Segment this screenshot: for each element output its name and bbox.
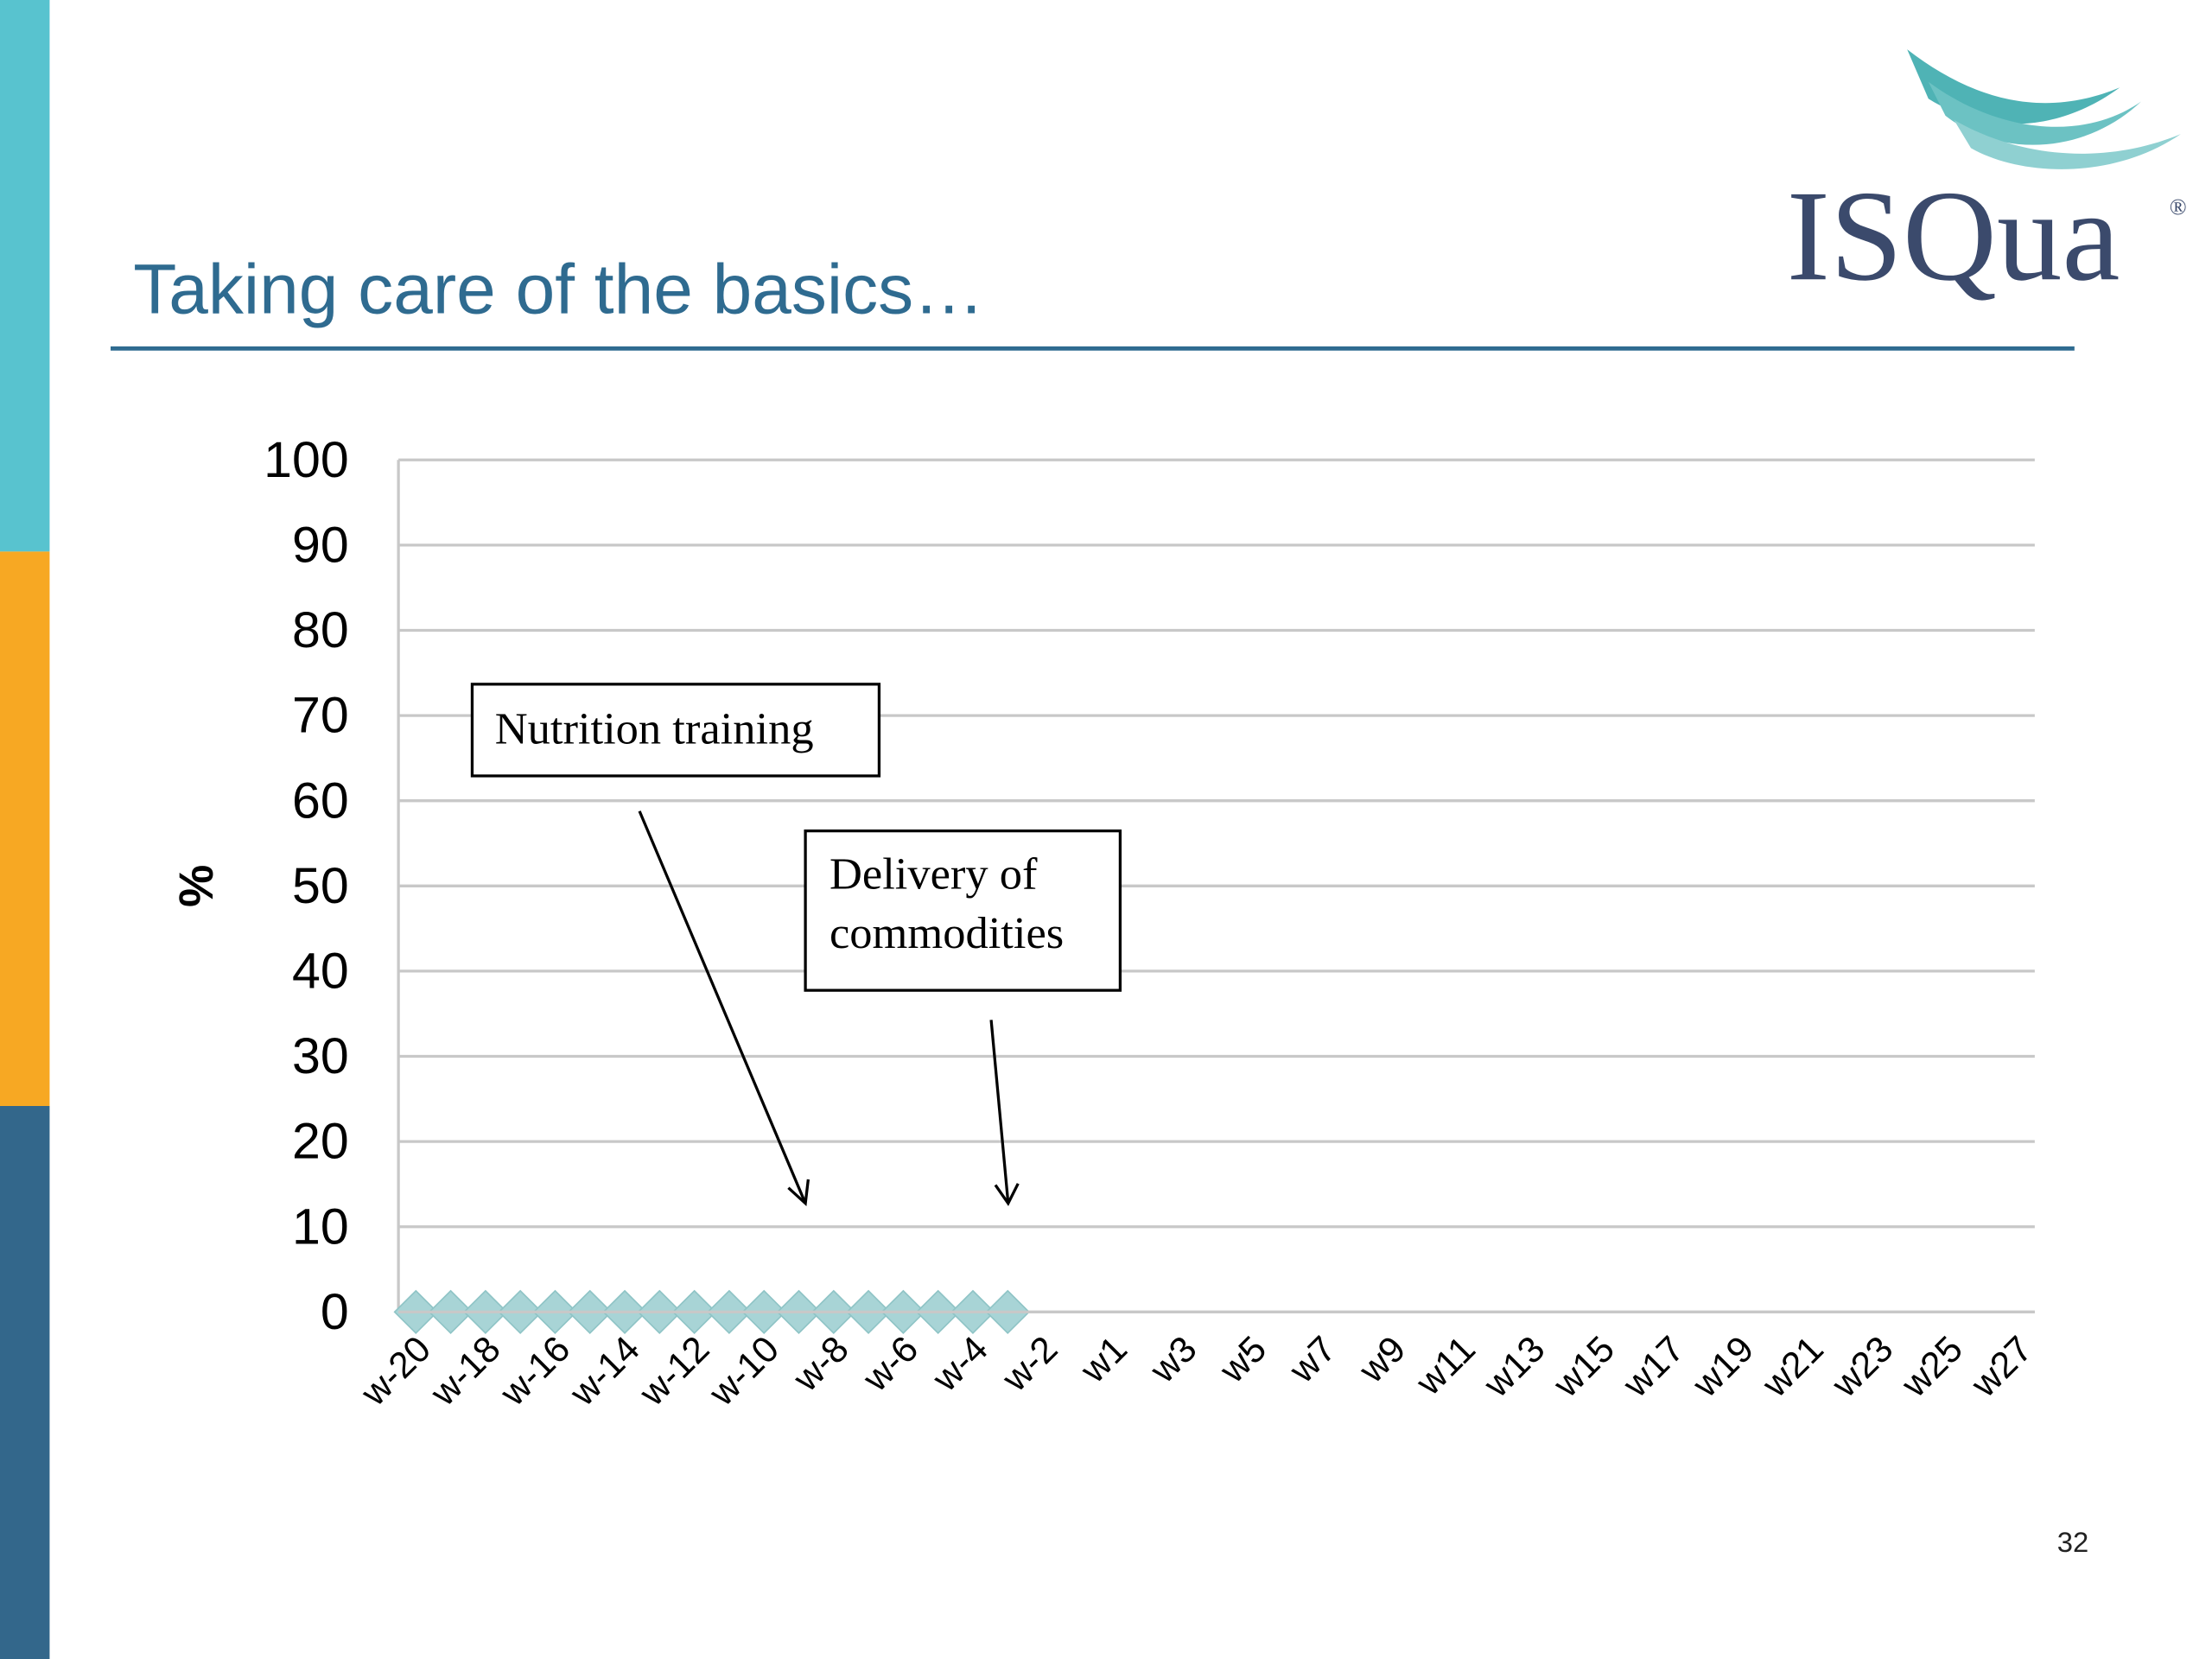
annotation-box	[470, 683, 881, 778]
logo-mark: ®	[2170, 194, 2187, 219]
x-tick-label: w17	[1615, 1328, 1693, 1406]
annotation-text: Delivery of	[830, 849, 1038, 899]
logo-swoosh	[1954, 119, 2181, 169]
y-tick-label: 100	[264, 432, 349, 488]
page-number: 32	[2057, 1526, 2088, 1558]
x-tick-label: w25	[1893, 1328, 1971, 1406]
x-tick-label: w21	[1754, 1328, 1832, 1406]
logo: ISQua ®	[1787, 49, 2187, 308]
logo-text: ISQua	[1787, 164, 2120, 308]
annotations: Nutrition training Delivery of commodities	[470, 683, 1122, 1207]
x-tick-label: w7	[1281, 1328, 1344, 1391]
y-tick-label: 10	[292, 1198, 349, 1255]
x-tick-label: w-16	[492, 1328, 578, 1414]
x-tick-label: w19	[1684, 1328, 1762, 1406]
arrow	[638, 810, 807, 1205]
x-tick-label: w-20	[353, 1328, 439, 1414]
y-tick-label: 30	[292, 1028, 349, 1084]
arrow	[989, 1020, 1010, 1204]
y-tick-label: 70	[292, 688, 349, 744]
y-axis-label: %	[169, 865, 223, 907]
x-tick-label: w1	[1072, 1328, 1135, 1391]
x-tick-label: w-12	[631, 1328, 717, 1414]
x-tick-label: w-10	[701, 1328, 787, 1414]
x-tick-label: w-14	[562, 1328, 648, 1414]
y-tick-label: 80	[292, 602, 349, 658]
arrow-head	[787, 1179, 810, 1207]
x-tick-label: w15	[1545, 1328, 1623, 1406]
y-tick-label: 40	[292, 944, 349, 1000]
y-tick-label: 0	[321, 1284, 349, 1340]
y-tick-label: 50	[292, 858, 349, 914]
logo-swoosh	[1907, 49, 2120, 124]
x-tick-label: w9	[1351, 1328, 1414, 1391]
x-tick-label: w-18	[423, 1328, 509, 1414]
y-tick-label: 90	[292, 518, 349, 574]
y-tick-label: 60	[292, 772, 349, 829]
arrow-head	[994, 1183, 1020, 1206]
x-tick-label: w-4	[924, 1328, 995, 1400]
x-tick-label: w3	[1141, 1328, 1205, 1391]
side-bar-teal	[0, 0, 50, 552]
x-tick-label: w-6	[855, 1328, 926, 1400]
slide-title: Taking care of the basics…	[133, 251, 984, 329]
annotation-text: Nutrition training	[495, 704, 814, 754]
side-bar-orange	[0, 551, 50, 1106]
x-tick-label: w23	[1823, 1328, 1901, 1406]
x-tick-label: w-8	[785, 1328, 856, 1400]
x-tick-label: w27	[1962, 1328, 2040, 1406]
y-tick-label: 20	[292, 1114, 349, 1170]
annotation-text: commodities	[830, 908, 1064, 958]
x-tick-label: w11	[1408, 1328, 1484, 1403]
side-bar-blue	[0, 1106, 50, 1659]
x-tick-label: w13	[1475, 1328, 1553, 1406]
x-tick-label: w-2	[994, 1328, 1065, 1400]
x-tick-label: w5	[1211, 1328, 1274, 1391]
logo-swoosh	[1928, 81, 2141, 145]
annotation-box	[804, 830, 1122, 992]
